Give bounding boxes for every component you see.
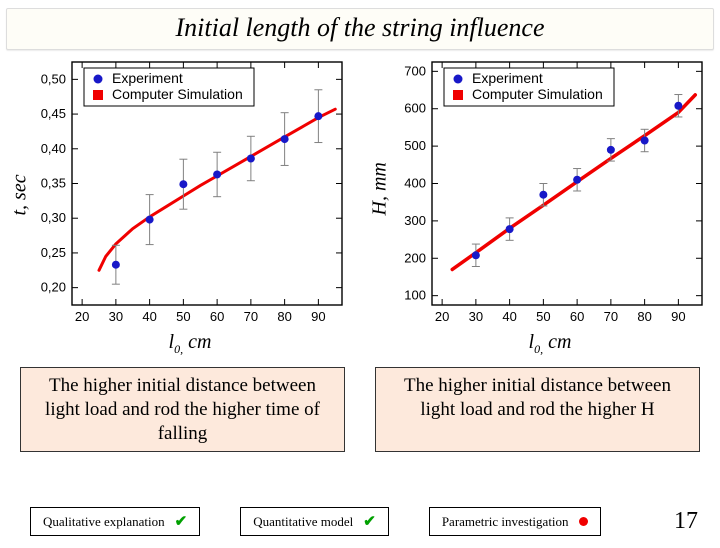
right-caption: The higher initial distance between ligh… bbox=[375, 367, 700, 452]
svg-text:20: 20 bbox=[435, 309, 449, 324]
svg-text:400: 400 bbox=[404, 176, 426, 191]
svg-text:500: 500 bbox=[404, 138, 426, 153]
check-icon: ✔ bbox=[175, 512, 188, 531]
svg-text:90: 90 bbox=[671, 309, 685, 324]
svg-text:70: 70 bbox=[244, 309, 258, 324]
svg-text:0,30: 0,30 bbox=[41, 210, 66, 225]
left-xlabel: l0, cm bbox=[169, 331, 212, 357]
badges-row: Qualitative explanation✔ Quantitative mo… bbox=[0, 507, 720, 536]
svg-text:20: 20 bbox=[75, 309, 89, 324]
svg-text:80: 80 bbox=[277, 309, 291, 324]
qualitative-badge: Qualitative explanation✔ bbox=[30, 507, 200, 536]
svg-text:0,45: 0,45 bbox=[41, 106, 66, 121]
charts-row: t, sec 20 30 40 50 60 70 80 90 0,20 0,25 0,30 0,35 0… bbox=[0, 54, 720, 357]
svg-text:0,25: 0,25 bbox=[41, 245, 66, 260]
svg-text:90: 90 bbox=[311, 309, 325, 324]
parametric-badge: Parametric investigation bbox=[429, 507, 601, 536]
check-icon: ✔ bbox=[363, 512, 376, 531]
left-chart: 20 30 40 50 60 70 80 90 0,20 0,25 0,30 0,35 0,40 0,45… bbox=[30, 54, 350, 329]
svg-text:700: 700 bbox=[404, 63, 426, 78]
captions-row: The higher initial distance between ligh… bbox=[0, 357, 720, 452]
right-chart: 20 30 40 50 60 70 80 90 100 200 300 400 500 600 700 Exp… bbox=[390, 54, 710, 329]
svg-text:70: 70 bbox=[604, 309, 618, 324]
svg-text:Computer Simulation: Computer Simulation bbox=[112, 86, 243, 102]
page-number: 17 bbox=[674, 508, 698, 535]
svg-text:200: 200 bbox=[404, 250, 426, 265]
svg-text:30: 30 bbox=[469, 309, 483, 324]
svg-text:30: 30 bbox=[109, 309, 123, 324]
svg-text:300: 300 bbox=[404, 213, 426, 228]
quantitative-badge: Quantitative model✔ bbox=[240, 507, 389, 536]
svg-text:Experiment: Experiment bbox=[472, 70, 543, 86]
slide-title: Initial length of the string influence bbox=[6, 8, 714, 50]
svg-text:40: 40 bbox=[502, 309, 516, 324]
svg-text:Computer Simulation: Computer Simulation bbox=[472, 86, 603, 102]
svg-text:60: 60 bbox=[570, 309, 584, 324]
left-ylabel: t, sec bbox=[9, 196, 32, 216]
dot-icon bbox=[579, 517, 588, 526]
svg-text:80: 80 bbox=[637, 309, 651, 324]
svg-text:600: 600 bbox=[404, 101, 426, 116]
svg-text:50: 50 bbox=[536, 309, 550, 324]
right-ylabel: H, mm bbox=[369, 196, 392, 216]
svg-text:100: 100 bbox=[404, 288, 426, 303]
svg-text:40: 40 bbox=[142, 309, 156, 324]
svg-text:0,50: 0,50 bbox=[41, 71, 66, 86]
left-caption: The higher initial distance between ligh… bbox=[20, 367, 345, 452]
right-chart-wrap: H, mm 20 30 40 50 60 70 80 90 100 200 300 400 500 600… bbox=[370, 54, 710, 357]
right-xlabel: l0, cm bbox=[529, 331, 572, 357]
svg-text:0,20: 0,20 bbox=[41, 280, 66, 295]
svg-text:0,40: 0,40 bbox=[41, 141, 66, 156]
svg-text:60: 60 bbox=[210, 309, 224, 324]
left-chart-wrap: t, sec 20 30 40 50 60 70 80 90 0,20 0,25 0,30 0,35 0… bbox=[10, 54, 350, 357]
svg-text:50: 50 bbox=[176, 309, 190, 324]
svg-text:Experiment: Experiment bbox=[112, 70, 183, 86]
svg-text:0,35: 0,35 bbox=[41, 176, 66, 191]
